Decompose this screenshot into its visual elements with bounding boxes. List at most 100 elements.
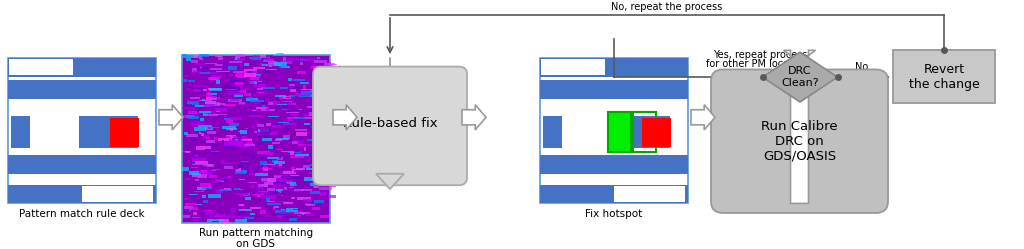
Bar xyxy=(237,211,247,215)
Bar xyxy=(239,102,245,105)
Bar xyxy=(280,95,283,99)
Bar xyxy=(270,101,281,105)
Bar xyxy=(260,129,271,133)
Bar xyxy=(204,164,212,166)
Bar xyxy=(226,128,238,130)
Bar xyxy=(540,58,688,77)
Bar xyxy=(215,180,224,182)
Bar xyxy=(282,216,294,218)
Bar xyxy=(314,143,325,147)
Bar xyxy=(196,199,206,201)
Bar xyxy=(293,109,301,111)
Bar xyxy=(199,58,203,61)
Bar xyxy=(199,100,212,101)
Bar xyxy=(215,108,227,111)
Bar xyxy=(209,215,223,218)
Bar xyxy=(329,173,336,176)
Bar xyxy=(182,167,188,171)
Bar xyxy=(249,97,253,100)
Bar xyxy=(216,111,220,112)
Bar xyxy=(316,151,330,153)
Bar xyxy=(271,164,282,167)
Bar xyxy=(258,190,268,192)
Bar xyxy=(234,219,248,222)
Bar xyxy=(289,84,295,87)
Bar xyxy=(317,179,329,181)
Bar xyxy=(290,156,304,158)
Bar xyxy=(208,88,221,90)
Text: Rule-based fix: Rule-based fix xyxy=(343,117,437,129)
Bar xyxy=(218,219,228,222)
Bar xyxy=(187,115,195,117)
Bar xyxy=(240,162,249,164)
Bar xyxy=(182,55,330,223)
Bar xyxy=(297,215,301,216)
Bar xyxy=(294,189,304,191)
Bar xyxy=(211,96,216,98)
Bar xyxy=(188,207,198,210)
Bar xyxy=(8,58,156,203)
Bar xyxy=(283,135,290,138)
Bar xyxy=(296,94,309,96)
Bar xyxy=(255,102,260,104)
Bar xyxy=(202,187,212,189)
Bar xyxy=(322,76,335,79)
Bar xyxy=(278,157,284,160)
Bar xyxy=(286,208,298,212)
Bar xyxy=(79,116,138,148)
Bar xyxy=(274,62,288,66)
Bar xyxy=(241,216,251,218)
Bar xyxy=(258,92,264,93)
Bar xyxy=(316,116,323,119)
Bar xyxy=(263,164,276,165)
Bar xyxy=(329,195,337,198)
Bar xyxy=(207,130,216,133)
Bar xyxy=(309,89,316,92)
Bar xyxy=(9,60,73,75)
Bar xyxy=(199,132,201,134)
Bar xyxy=(300,151,303,152)
Bar xyxy=(213,169,220,170)
Bar xyxy=(190,112,198,115)
Bar xyxy=(285,187,288,189)
Polygon shape xyxy=(376,174,404,189)
Bar xyxy=(329,183,336,187)
Bar xyxy=(238,144,243,147)
Bar xyxy=(250,166,254,169)
Bar xyxy=(200,118,204,121)
Bar xyxy=(209,88,221,91)
Bar xyxy=(233,59,245,60)
Bar xyxy=(260,96,268,97)
Bar xyxy=(310,126,323,128)
Bar xyxy=(190,103,193,104)
Bar xyxy=(265,159,272,160)
Bar xyxy=(224,120,232,123)
Bar xyxy=(321,115,330,118)
Bar xyxy=(210,78,218,80)
Bar xyxy=(326,175,337,177)
Bar xyxy=(253,67,265,69)
Bar xyxy=(289,113,301,115)
Bar xyxy=(279,122,289,123)
Bar xyxy=(227,176,230,178)
Bar xyxy=(324,177,335,178)
Bar xyxy=(218,219,229,223)
Bar xyxy=(8,185,156,203)
Bar xyxy=(276,53,285,55)
Bar xyxy=(281,64,292,66)
Bar xyxy=(236,217,238,218)
Bar xyxy=(246,98,258,101)
Bar xyxy=(243,138,252,140)
Bar xyxy=(266,188,275,191)
Bar xyxy=(302,58,314,61)
Bar xyxy=(237,76,246,78)
Bar xyxy=(266,152,273,155)
Bar xyxy=(317,83,323,85)
Bar xyxy=(271,160,279,164)
Bar xyxy=(280,87,288,89)
Bar xyxy=(327,81,335,83)
Bar xyxy=(201,170,207,173)
Bar xyxy=(263,60,267,62)
Bar xyxy=(289,187,294,188)
Bar xyxy=(284,202,293,204)
